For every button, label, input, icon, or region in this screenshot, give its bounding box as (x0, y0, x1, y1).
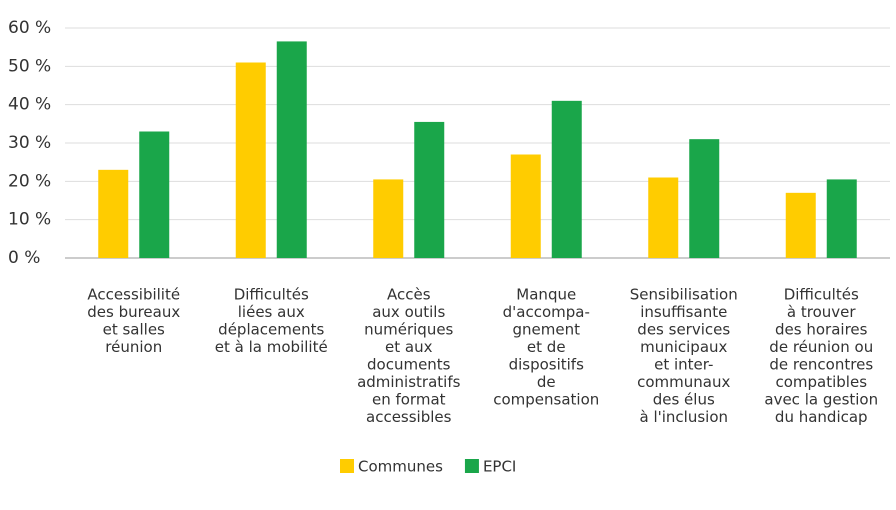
legend-swatch (464, 459, 479, 473)
bar (648, 177, 679, 258)
bar (826, 179, 857, 258)
y-tick-label: 40 % (8, 95, 51, 115)
x-tick-label: liées aux (238, 303, 305, 321)
x-tick-label: compatibles (775, 373, 867, 391)
legend-label: Communes (358, 458, 443, 476)
y-tick-label: 0 % (8, 248, 40, 268)
x-tick-label: des bureaux (87, 303, 180, 321)
x-tick-label: avec la gestion (764, 391, 878, 409)
y-tick-label: 20 % (8, 171, 51, 191)
y-tick-label: 50 % (8, 56, 51, 76)
x-tick-label: dispositifs (509, 356, 585, 374)
x-tick-label: accessibles (366, 408, 452, 426)
x-tick-label: Accès (387, 286, 431, 304)
bar (785, 192, 816, 258)
x-tick-label: aux outils (372, 303, 445, 321)
x-tick-label: de (537, 373, 556, 391)
x-tick-label: insuffisante (640, 303, 727, 321)
x-tick-label: à l'inclusion (639, 408, 728, 426)
x-tick-label: Accessibilité (87, 286, 180, 304)
x-tick-label: et salles (103, 321, 165, 339)
x-tick-label: des élus (653, 391, 715, 409)
x-tick-label: compensation (493, 391, 599, 409)
x-tick-label: municipaux (640, 338, 727, 356)
x-tick-label: administratifs (357, 373, 461, 391)
x-tick-label: Difficultés (234, 286, 309, 304)
bar (235, 62, 266, 258)
x-tick-label: gnement (513, 321, 581, 339)
x-tick-label: et de (527, 338, 566, 356)
x-tick-label: déplacements (218, 321, 324, 339)
y-tick-label: 10 % (8, 210, 51, 230)
x-tick-label: documents (367, 356, 451, 374)
x-tick-label: réunion (105, 338, 162, 356)
x-tick-label: de rencontres (769, 356, 873, 374)
x-tick-label: et aux (385, 338, 433, 356)
bar (139, 131, 170, 258)
x-tick-label: des horaires (775, 321, 868, 339)
x-tick-label: Manque (516, 286, 576, 304)
y-tick-label: 60 % (8, 18, 51, 38)
x-tick-label: numériques (364, 321, 453, 339)
bar (98, 169, 129, 258)
x-tick-label: en format (372, 391, 446, 409)
x-tick-label: de réunion ou (769, 338, 873, 356)
bar (689, 139, 720, 258)
legend-swatch (340, 459, 354, 473)
x-tick-label: à trouver (787, 303, 856, 321)
bar (276, 41, 307, 258)
x-tick-label: et inter- (654, 356, 713, 374)
x-tick-label: Sensibilisation (630, 286, 738, 304)
bar (551, 100, 582, 258)
x-tick-label: des services (637, 321, 730, 339)
x-tick-label: du handicap (775, 408, 868, 426)
x-tick-label: d'accompa- (503, 303, 590, 321)
x-tick-label: Difficultés (784, 286, 859, 304)
x-tick-label: communaux (637, 373, 730, 391)
x-tick-label: et à la mobilité (215, 338, 328, 356)
bar (414, 121, 445, 259)
y-tick-label: 30 % (8, 133, 51, 153)
bar (510, 154, 541, 258)
legend-label: EPCI (483, 458, 516, 476)
bar (373, 179, 404, 258)
